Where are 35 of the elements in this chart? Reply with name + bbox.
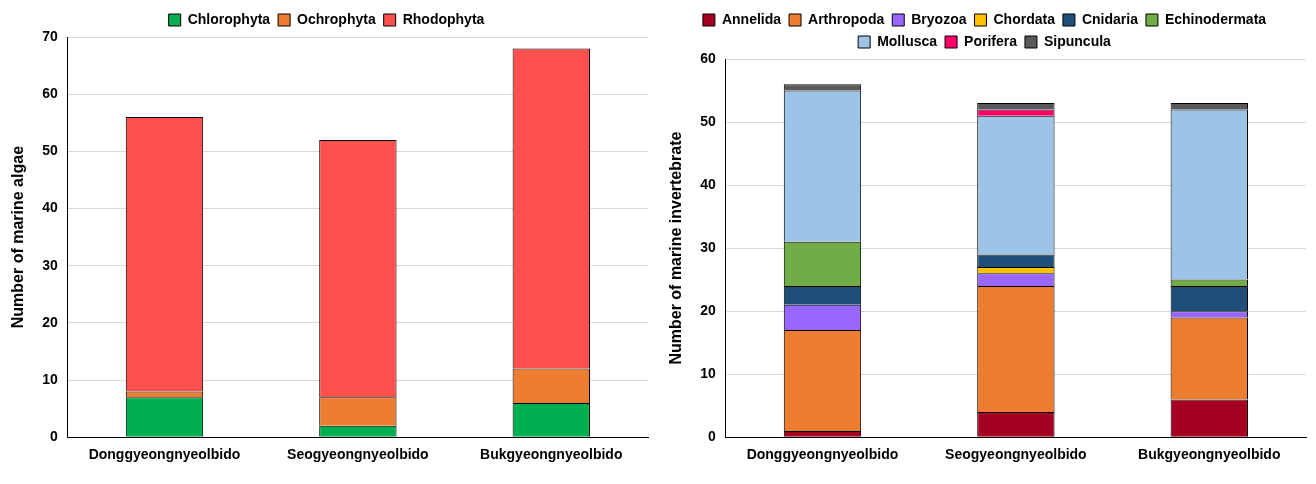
y-tick-label: 50: [42, 142, 58, 159]
legend-label: Bryozoa: [911, 10, 967, 27]
x-tick-label: Seogyeongnyeolbido: [945, 446, 1087, 463]
y-tick-label: 10: [700, 365, 716, 382]
y-axis-title: Number of marine algae: [9, 145, 27, 329]
y-tick-label: 50: [700, 112, 716, 129]
legend-label: Chlorophyta: [187, 10, 271, 27]
y-tick-label: 0: [707, 428, 716, 445]
y-tick-label: 60: [700, 49, 716, 66]
legend-label: Arthropoda: [808, 10, 885, 27]
legend-label: Porifera: [964, 32, 1018, 49]
x-tick-label: Donggyeongnyeolbido: [88, 446, 241, 463]
y-tick-label: 30: [700, 238, 716, 255]
legend-label: Echinodermata: [1164, 10, 1267, 27]
y-tick-label: 0: [49, 428, 58, 445]
y-tick-label: 10: [42, 370, 58, 387]
y-tick-label: 20: [700, 301, 716, 318]
y-tick-label: 20: [42, 313, 58, 330]
legend-label: Annelida: [721, 10, 782, 27]
x-tick-label: Seogyeongnyeolbido: [287, 446, 429, 463]
y-tick-label: 60: [42, 85, 58, 102]
x-tick-label: Bukgyeongnyeolbido: [480, 446, 623, 463]
y-tick-label: 30: [42, 256, 58, 273]
legend-label: Rhodophyta: [402, 10, 485, 27]
y-axis-title: Number of marine invertebrate: [667, 131, 685, 365]
y-tick-label: 40: [700, 175, 716, 192]
legend-label: Chordata: [993, 10, 1056, 27]
legend-label: Mollusca: [877, 32, 938, 49]
x-tick-label: Bukgyeongnyeolbido: [1138, 446, 1281, 463]
legend-label: Cnidaria: [1081, 10, 1139, 27]
y-tick-label: 40: [42, 199, 58, 216]
legend-label: Ochrophyta: [297, 10, 376, 27]
x-tick-label: Donggyeongnyeolbido: [746, 446, 899, 463]
y-tick-label: 70: [42, 27, 58, 44]
legend-label: Sipuncula: [1043, 32, 1112, 49]
